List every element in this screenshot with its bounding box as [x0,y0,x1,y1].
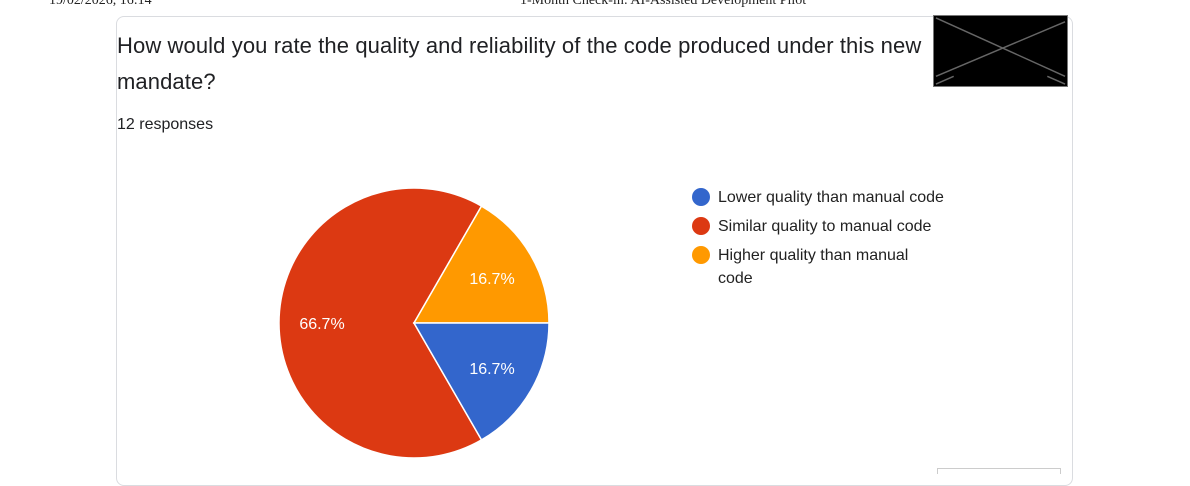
slice-label-similar: 66.7% [299,316,344,333]
legend-label: Similar quality to manual code [718,218,932,235]
legend-dot-icon [692,188,710,206]
slice-higher[interactable] [412,205,550,324]
slice-label-higher: 16.7% [469,271,514,288]
broken-image-icon [933,15,1068,87]
next-card-edge [937,468,1061,474]
question-title: How would you rate the quality and relia… [117,33,922,94]
legend-dot-icon [692,246,710,264]
print-date: 19/02/2026, 16:14 [49,0,152,8]
response-count: 12 responses [117,116,214,133]
slice-similar[interactable] [278,187,483,459]
legend-label: Higher quality than manual code [718,247,909,287]
print-header: 19/02/2026, 16:14 1-Month Check-in: AI-A… [0,0,1190,9]
slice-lower[interactable] [412,322,550,441]
legend-item-higher[interactable]: Higher quality than manual code [692,244,938,290]
chart-legend: Lower quality than manual code Similar q… [692,186,978,295]
legend-item-similar[interactable]: Similar quality to manual code [692,215,978,239]
slice-label-lower: 16.7% [469,361,514,378]
question-card [116,16,1073,486]
legend-label: Lower quality than manual code [718,189,944,206]
print-title: 1-Month Check-in: AI-Assisted Developmen… [520,0,807,8]
legend-item-lower[interactable]: Lower quality than manual code [692,186,978,210]
pie-chart: 16.7% 16.7% 66.7% [270,180,560,475]
legend-dot-icon [692,217,710,235]
